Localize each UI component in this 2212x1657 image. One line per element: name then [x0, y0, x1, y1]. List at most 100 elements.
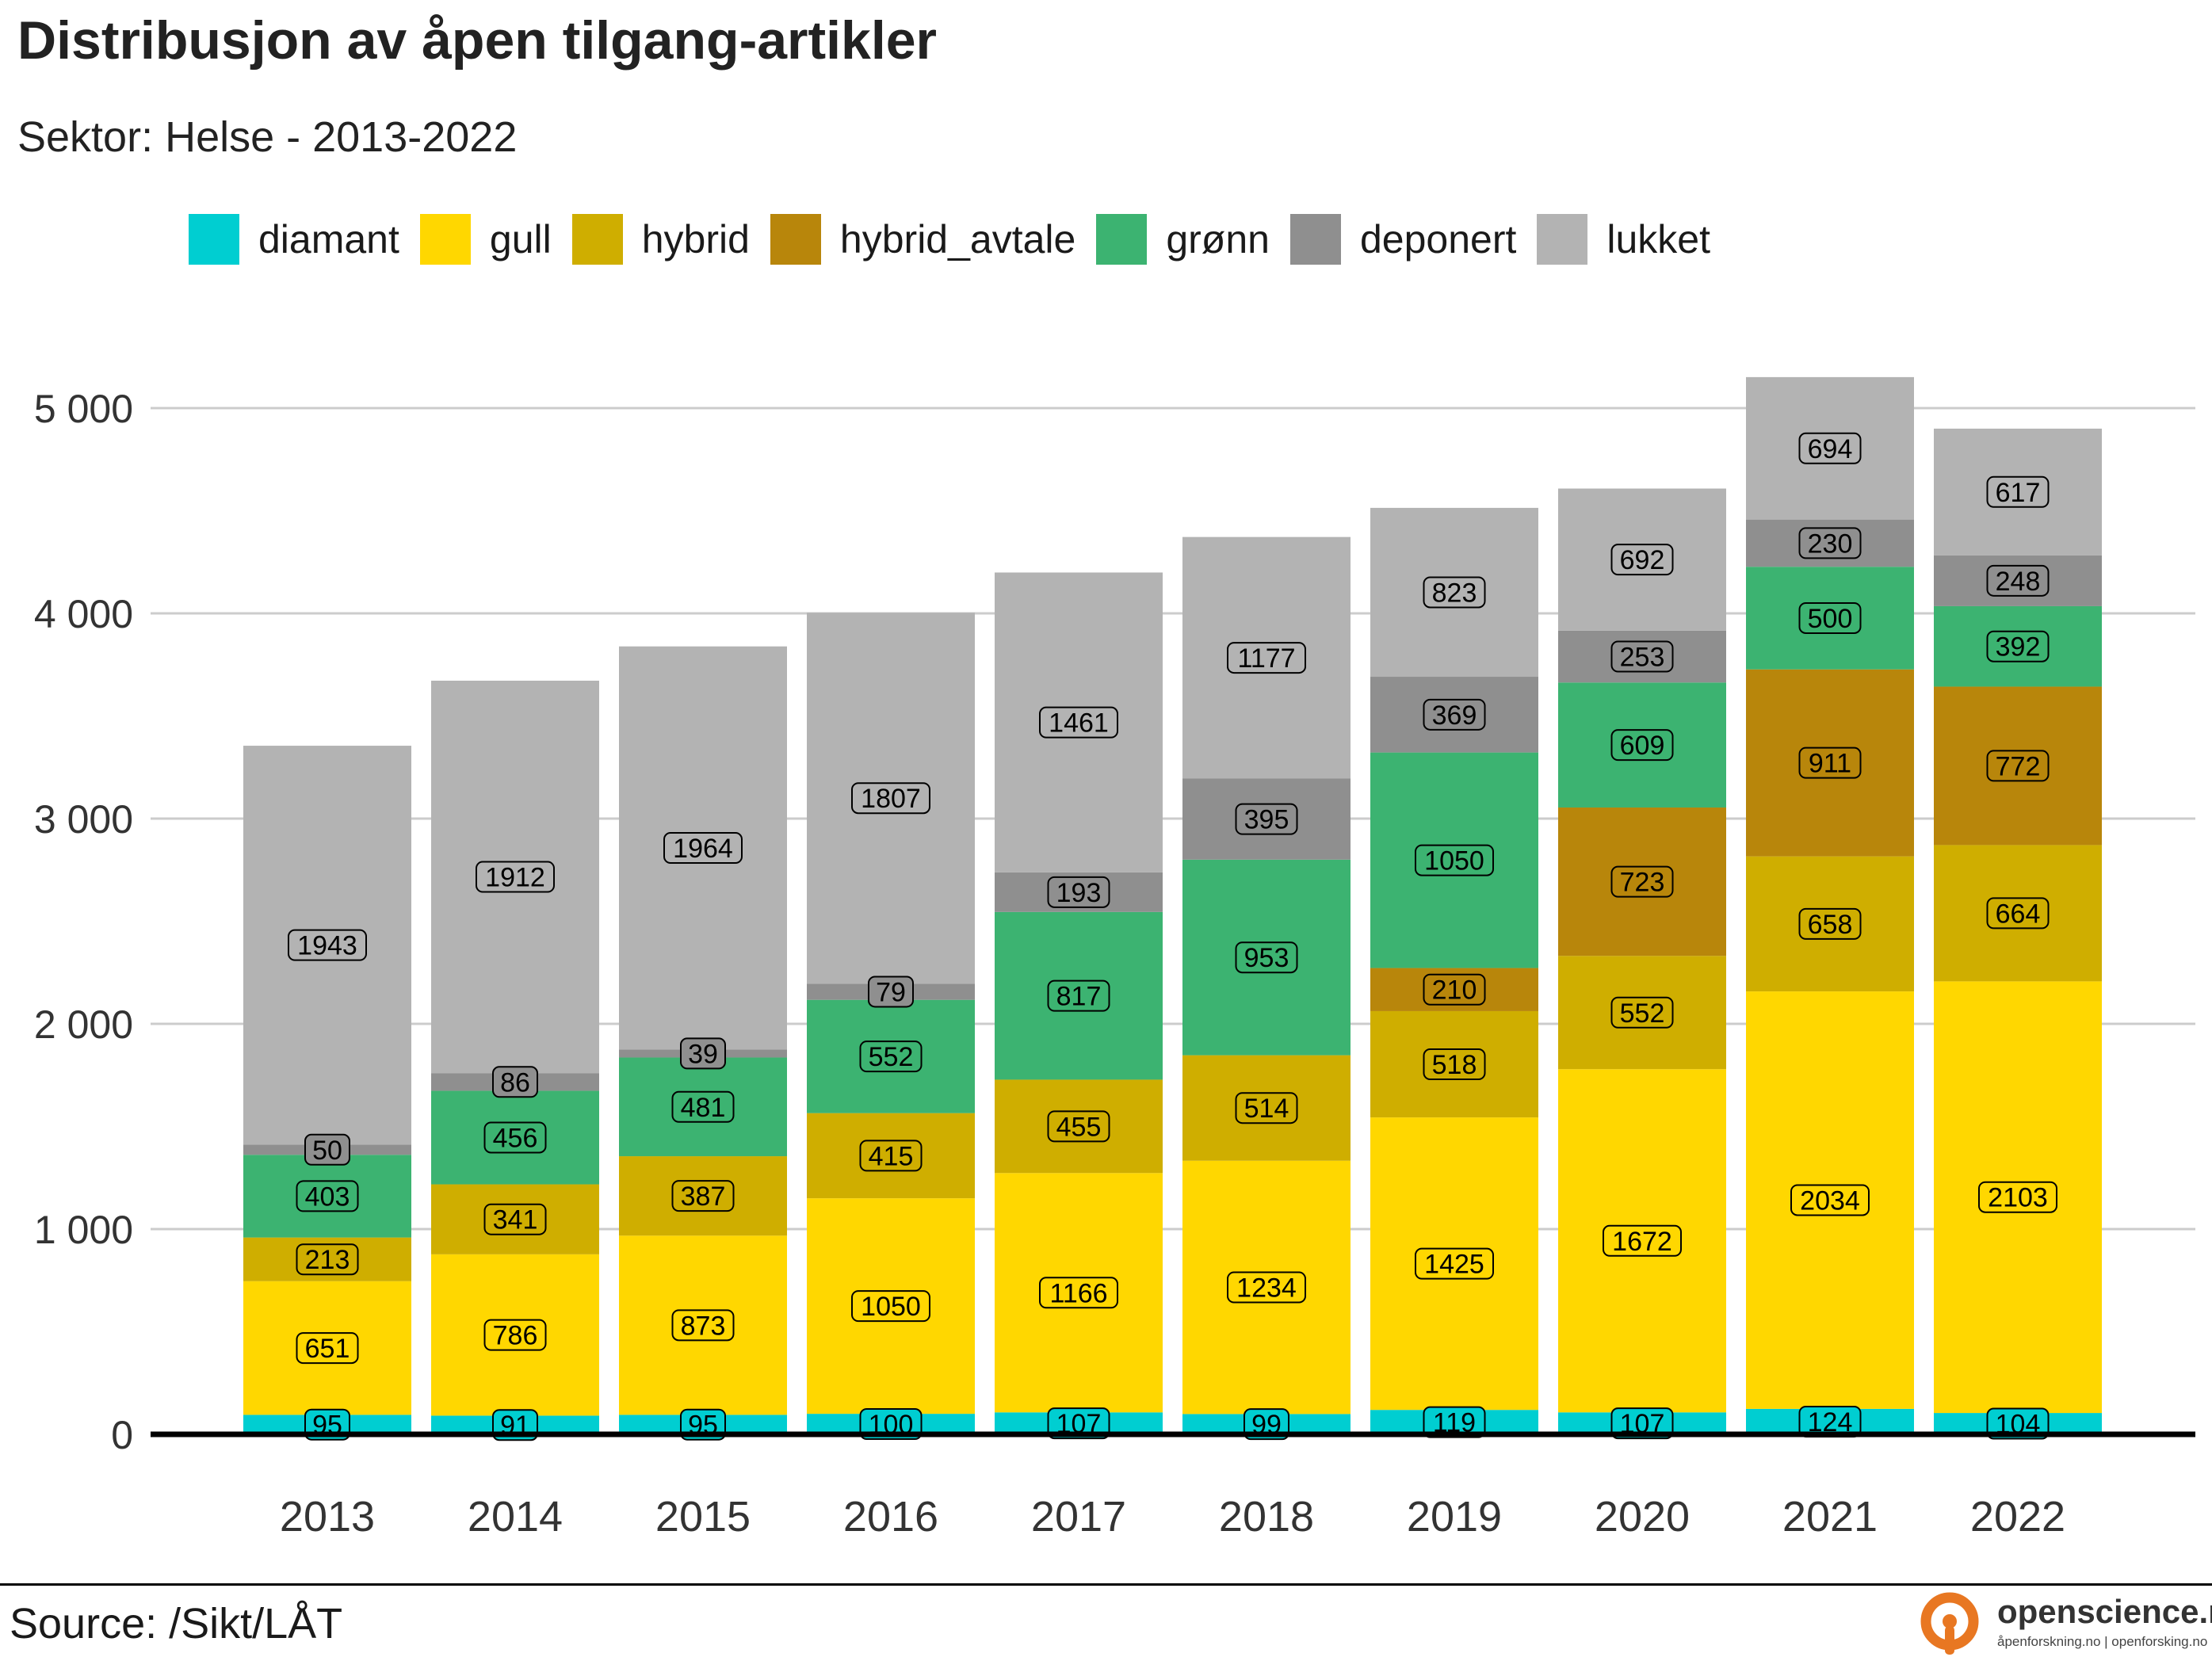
data-label: 723 — [1620, 868, 1665, 898]
legend-swatch — [189, 214, 239, 265]
x-tick-label: 2014 — [468, 1493, 563, 1541]
data-label-box — [1610, 865, 1674, 898]
x-tick-label: 2022 — [1970, 1493, 2065, 1541]
data-label-box — [1610, 640, 1674, 673]
data-label: 873 — [681, 1311, 726, 1341]
legend-item-hybrid: hybrid — [571, 214, 750, 265]
data-label: 1166 — [1049, 1278, 1107, 1308]
data-label: 823 — [1432, 578, 1477, 608]
data-label-box — [483, 1121, 547, 1154]
data-label: 692 — [1620, 545, 1665, 575]
data-label: 79 — [876, 977, 906, 1007]
legend-label: hybrid — [641, 217, 750, 262]
data-label-box — [1039, 706, 1118, 739]
footer-divider — [0, 1583, 2212, 1586]
legend-label: grønn — [1166, 217, 1270, 262]
data-label-box — [868, 975, 914, 1008]
data-label: 456 — [493, 1123, 538, 1153]
data-label: 248 — [1996, 567, 2041, 597]
data-label: 658 — [1808, 910, 1853, 940]
data-label: 1050 — [1424, 846, 1484, 876]
data-label: 609 — [1620, 731, 1665, 761]
data-label: 1943 — [297, 931, 357, 961]
data-label: 772 — [1996, 751, 2041, 781]
data-label: 1461 — [1049, 708, 1109, 739]
data-label-box — [851, 782, 930, 815]
legend-item-hybrid-avtale: hybrid_avtale — [770, 214, 1075, 265]
data-label-box — [1610, 544, 1674, 576]
data-label-box — [1986, 475, 2050, 508]
data-label: 617 — [1996, 478, 2041, 508]
data-label: 911 — [1809, 749, 1851, 779]
chart-legend: diamant gull hybrid hybrid_avtale grønn depon… — [189, 208, 1710, 271]
data-label: 518 — [1432, 1050, 1477, 1080]
data-label-box — [1047, 1110, 1110, 1143]
data-label: 500 — [1808, 604, 1853, 634]
legend-swatch — [1289, 214, 1341, 265]
data-label-box — [1047, 876, 1110, 908]
x-tick-label: 2018 — [1219, 1493, 1314, 1541]
legend-label: deponert — [1359, 217, 1517, 262]
legend-label: lukket — [1606, 217, 1710, 262]
data-label: 455 — [1056, 1112, 1102, 1142]
data-label-box — [1798, 527, 1862, 559]
data-label-box — [492, 1066, 538, 1098]
data-label-box — [476, 861, 555, 893]
data-label-box — [1047, 979, 1110, 1012]
y-tick-label: 3 000 — [34, 797, 133, 842]
data-label: 786 — [493, 1321, 538, 1351]
data-label: 1807 — [861, 784, 921, 814]
data-label: 86 — [500, 1067, 530, 1098]
data-label-box — [663, 832, 743, 865]
data-label: 369 — [1432, 701, 1477, 731]
y-tick-label: 0 — [111, 1413, 133, 1457]
data-label-box — [1047, 1407, 1110, 1440]
data-label-box — [671, 1090, 735, 1123]
data-label-box — [1986, 1407, 2050, 1440]
data-label: 953 — [1244, 943, 1289, 973]
x-tick-label: 2017 — [1031, 1493, 1126, 1541]
data-label: 2103 — [1988, 1183, 2048, 1213]
data-label-box — [1610, 996, 1674, 1029]
data-label: 2034 — [1800, 1185, 1860, 1216]
data-label-box — [1986, 630, 2050, 662]
y-tick-label: 4 000 — [34, 592, 133, 636]
data-label-box — [296, 1180, 359, 1212]
data-label-box — [1227, 1271, 1306, 1304]
data-label-box — [1423, 1406, 1486, 1438]
legend-item-deponert: deponert — [1289, 214, 1517, 265]
data-label-box — [1235, 1092, 1298, 1124]
chart-title: Distribusjon av åpen tilgang-artikler — [17, 10, 938, 71]
data-label: 651 — [305, 1334, 350, 1364]
data-label: 552 — [869, 1042, 914, 1072]
data-label: 1177 — [1237, 643, 1295, 674]
data-label-box — [1423, 973, 1486, 1006]
data-label-box — [1986, 897, 2050, 930]
x-tick-label: 2015 — [655, 1493, 751, 1541]
legend-swatch — [770, 214, 821, 265]
legend-swatch — [419, 214, 471, 265]
data-label-box — [1986, 750, 2050, 782]
data-label-box — [483, 1319, 547, 1351]
data-label-box — [1603, 1224, 1682, 1257]
data-label: 1425 — [1424, 1250, 1484, 1280]
data-label: 1672 — [1612, 1227, 1672, 1257]
data-label-box — [1235, 941, 1298, 974]
data-label: 481 — [681, 1093, 726, 1123]
brand-name: openscience.no — [1997, 1593, 2212, 1630]
y-tick-label: 1 000 — [34, 1208, 133, 1252]
data-label: 392 — [1996, 632, 2041, 662]
data-label: 210 — [1432, 975, 1477, 1006]
legend-item-diamant: diamant — [189, 214, 399, 265]
data-label-box — [1610, 1407, 1674, 1440]
data-label: 230 — [1808, 529, 1853, 559]
legend-swatch — [1096, 214, 1148, 265]
data-label-box — [1227, 642, 1306, 674]
data-label-box — [1415, 1247, 1494, 1280]
legend-item-gull: gull — [419, 214, 552, 265]
x-tick-label: 2020 — [1595, 1493, 1690, 1541]
data-label-box — [680, 1037, 726, 1070]
data-label: 664 — [1996, 899, 2041, 929]
legend-swatch — [571, 214, 623, 265]
